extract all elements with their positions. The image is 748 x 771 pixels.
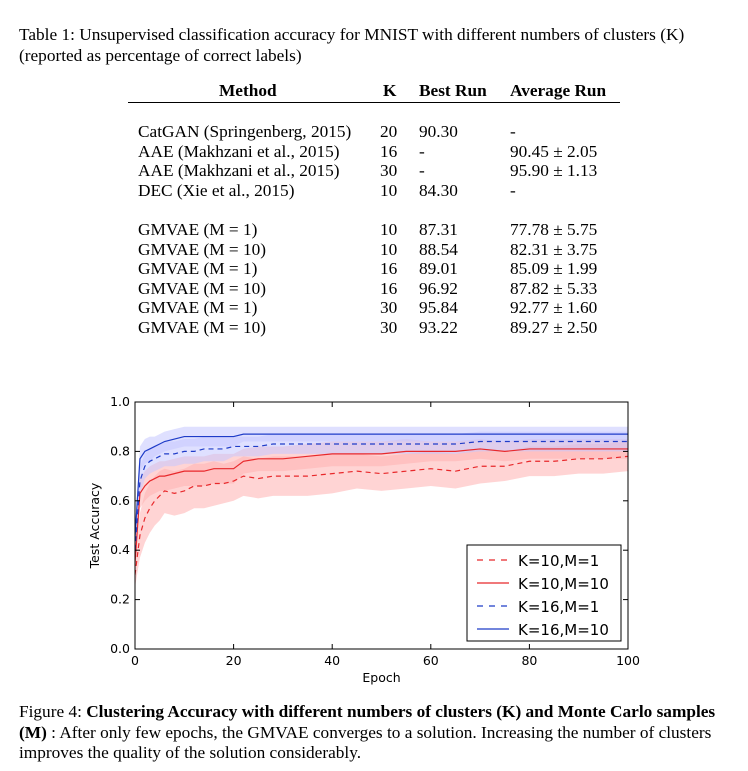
y-tick-label: 0.8 <box>110 443 130 458</box>
x-tick-label: 0 <box>131 653 139 668</box>
header-best-run: Best Run <box>419 81 487 100</box>
series-line-2 <box>135 448 628 563</box>
cell-method: GMVAE (M = 1) <box>138 220 258 239</box>
series-line-3 <box>135 440 628 551</box>
table-row: GMVAE (M = 1) 30 95.84 92.77 ± 1.60 <box>128 298 620 318</box>
cell-k: 16 <box>380 279 398 298</box>
table-row: GMVAE (M = 1) 10 87.31 77.78 ± 5.75 <box>128 220 620 240</box>
x-tick-label: 80 <box>521 653 537 668</box>
cell-average-run: 89.27 ± 2.50 <box>510 318 598 337</box>
table-header-row: Method K Best Run Average Run <box>128 81 620 101</box>
legend: K=10,M=1 K=10,M=10 K=16,M=1 K=16,M=10 <box>466 544 622 642</box>
band-layer <box>135 426 628 588</box>
cell-method: AAE (Makhzani et al., 2015) <box>138 142 340 161</box>
legend-label-2: K=10,M=10 <box>518 575 609 593</box>
cell-best-run: 87.31 <box>419 220 458 239</box>
cell-average-run: 90.45 ± 2.05 <box>510 142 598 161</box>
cell-k: 30 <box>380 318 398 337</box>
x-tick-label: 100 <box>616 653 640 668</box>
cell-method: GMVAE (M = 10) <box>138 279 266 298</box>
x-axis-label: Epoch <box>362 670 400 685</box>
table-top-rule <box>128 102 620 103</box>
cell-best-run: - <box>419 142 425 161</box>
cell-method: AAE (Makhzani et al., 2015) <box>138 161 340 180</box>
header-method: Method <box>219 81 277 100</box>
band-1 <box>135 441 628 588</box>
cell-best-run: 96.92 <box>419 279 458 298</box>
band-2 <box>135 439 628 573</box>
cell-k: 10 <box>380 240 398 259</box>
cell-best-run: 88.54 <box>419 240 458 259</box>
cell-k: 30 <box>380 161 398 180</box>
figure-caption-prefix: Figure 4: <box>19 702 87 721</box>
series-line-1 <box>135 455 628 575</box>
y-axis-label: Test Accuracy <box>87 482 102 569</box>
table-row: CatGAN (Springenberg, 2015) 20 90.30 - <box>128 122 620 142</box>
y-tick-label: 0.6 <box>110 493 130 508</box>
cell-method: CatGAN (Springenberg, 2015) <box>138 122 352 141</box>
table-row: AAE (Makhzani et al., 2015) 30 - 95.90 ± 1.… <box>128 161 620 181</box>
cell-method: DEC (Xie et al., 2015) <box>138 181 295 200</box>
cell-average-run: - <box>510 181 516 200</box>
cell-k: 10 <box>380 181 398 200</box>
legend-label-3: K=16,M=1 <box>518 598 599 616</box>
table-row: GMVAE (M = 10) 10 88.54 82.31 ± 3.75 <box>128 240 620 260</box>
cell-k: 10 <box>380 220 398 239</box>
band-4 <box>135 426 628 548</box>
y-tick-label: 0.4 <box>110 542 130 557</box>
legend-label-1: K=10,M=1 <box>518 552 599 570</box>
cell-best-run: 95.84 <box>419 298 458 317</box>
cell-average-run: 92.77 ± 1.60 <box>510 298 598 317</box>
cell-average-run: 82.31 ± 3.75 <box>510 240 598 259</box>
cell-average-run: 77.78 ± 5.75 <box>510 220 598 239</box>
cell-best-run: 90.30 <box>419 122 458 141</box>
figure-caption-rest: : After only few epochs, the GMVAE conve… <box>19 722 712 763</box>
header-average-run: Average Run <box>510 81 607 100</box>
table-row: GMVAE (M = 1) 16 89.01 85.09 ± 1.99 <box>128 259 620 279</box>
cell-method: GMVAE (M = 10) <box>138 240 266 259</box>
series-line-4 <box>135 433 628 538</box>
table-row: GMVAE (M = 10) 16 96.92 87.82 ± 5.33 <box>128 279 620 299</box>
cell-method: GMVAE (M = 1) <box>138 298 258 317</box>
x-tick-label: 60 <box>423 653 439 668</box>
cell-method: GMVAE (M = 1) <box>138 259 258 278</box>
cell-method: GMVAE (M = 10) <box>138 318 266 337</box>
line-layer <box>135 433 628 575</box>
accuracy-chart: 0 20 40 60 80 100 0.0 0.2 0.4 0.6 0.8 1.0 Epoch Test … <box>87 394 640 685</box>
cell-average-run: 85.09 ± 1.99 <box>510 259 598 278</box>
cell-average-run: 87.82 ± 5.33 <box>510 279 598 298</box>
figure-caption-bold: Clustering Accuracy with different numbe… <box>19 702 716 742</box>
y-tick-label: 0.2 <box>110 592 130 607</box>
x-tick-label: 40 <box>324 653 340 668</box>
table-caption: Table 1: Unsupervised classification acc… <box>19 25 685 65</box>
legend-box <box>466 544 622 642</box>
cell-best-run: 89.01 <box>419 259 458 278</box>
table-row: AAE (Makhzani et al., 2015) 16 - 90.45 ± 2.… <box>128 142 620 162</box>
cell-k: 16 <box>380 142 398 161</box>
y-tick-label: 0.0 <box>110 641 130 656</box>
legend-label-4: K=16,M=10 <box>518 621 609 639</box>
cell-best-run: 84.30 <box>419 181 458 200</box>
cell-average-run: - <box>510 122 516 141</box>
cell-k: 30 <box>380 298 398 317</box>
table-row: GMVAE (M = 10) 30 93.22 89.27 ± 2.50 <box>128 318 620 338</box>
cell-best-run: 93.22 <box>419 318 458 337</box>
header-k: K <box>383 81 397 100</box>
y-tick-label: 1.0 <box>110 394 130 409</box>
figure-caption: Figure 4: Clustering Accuracy with diffe… <box>19 702 734 764</box>
x-tick-label: 20 <box>226 653 242 668</box>
table-row: DEC (Xie et al., 2015) 10 84.30 - <box>128 181 620 201</box>
cell-k: 20 <box>380 122 398 141</box>
cell-average-run: 95.90 ± 1.13 <box>510 161 598 180</box>
cell-k: 16 <box>380 259 398 278</box>
cell-best-run: - <box>419 161 425 180</box>
plot-frame <box>134 401 629 650</box>
